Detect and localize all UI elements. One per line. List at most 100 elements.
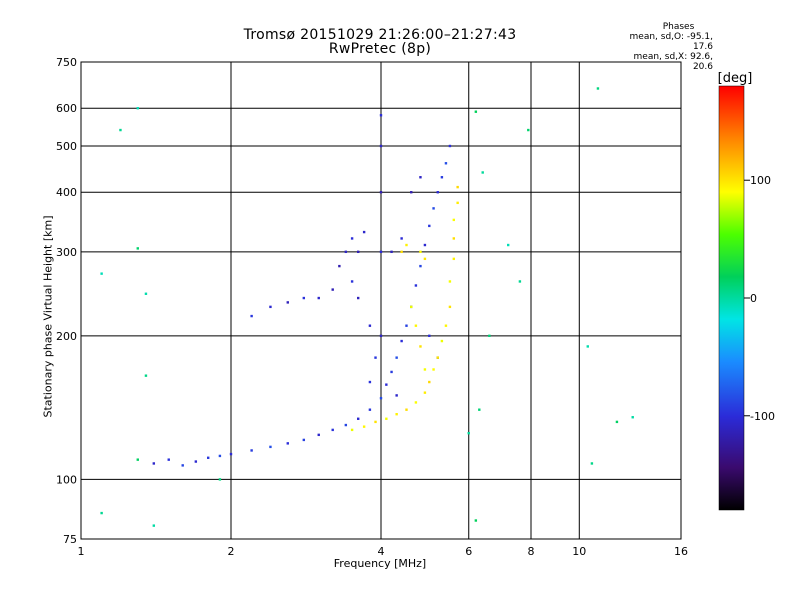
data-point bbox=[350, 280, 354, 283]
data-point bbox=[390, 370, 393, 374]
x-tick-label: 1 bbox=[78, 545, 85, 558]
data-point bbox=[405, 243, 408, 247]
data-point bbox=[452, 218, 456, 222]
data-point bbox=[414, 284, 418, 287]
data-point bbox=[206, 456, 210, 459]
data-point bbox=[590, 462, 594, 465]
data-point bbox=[452, 237, 456, 240]
data-point bbox=[481, 171, 484, 174]
data-point bbox=[362, 230, 366, 234]
data-point bbox=[379, 191, 383, 194]
data-point bbox=[350, 428, 354, 432]
data-point bbox=[385, 417, 388, 420]
y-tick-label: 400 bbox=[56, 186, 77, 199]
data-point bbox=[368, 408, 372, 411]
data-point bbox=[269, 445, 272, 449]
data-point bbox=[395, 394, 398, 397]
chart-title: Tromsø 20151029 21:26:00–21:27:43 bbox=[243, 27, 517, 43]
data-point bbox=[379, 334, 383, 338]
colorbar-tick-label: -100 bbox=[750, 410, 775, 423]
data-point bbox=[368, 380, 372, 384]
data-point bbox=[152, 462, 156, 465]
phases-header: Phases bbox=[662, 22, 695, 32]
data-point bbox=[331, 288, 334, 291]
scatter-points bbox=[100, 87, 634, 527]
y-tick-label: 750 bbox=[56, 56, 77, 69]
colorbar bbox=[718, 85, 745, 511]
data-point bbox=[250, 314, 253, 318]
colorbar-tick-label: 100 bbox=[750, 174, 771, 187]
plot-frame bbox=[80, 61, 682, 540]
data-point bbox=[344, 250, 348, 254]
data-point bbox=[269, 305, 272, 309]
data-point bbox=[440, 339, 444, 343]
data-point bbox=[414, 324, 418, 327]
data-point bbox=[250, 449, 253, 452]
data-point bbox=[586, 345, 589, 348]
data-point bbox=[374, 356, 377, 359]
data-point bbox=[400, 237, 403, 240]
data-point bbox=[506, 243, 510, 247]
stats-o-mode: mean, sd,O: -95.1, 17.6 bbox=[629, 32, 713, 52]
data-point bbox=[356, 296, 360, 300]
data-point bbox=[405, 408, 408, 411]
data-point bbox=[379, 114, 383, 117]
data-point bbox=[144, 292, 148, 295]
data-point bbox=[395, 412, 398, 416]
data-point bbox=[302, 438, 306, 442]
x-tick-label: 2 bbox=[228, 545, 235, 558]
data-point bbox=[436, 356, 439, 359]
y-tick-label: 200 bbox=[56, 330, 77, 343]
data-point bbox=[379, 250, 383, 254]
data-point bbox=[440, 176, 444, 179]
data-point bbox=[374, 420, 377, 424]
data-point bbox=[428, 380, 431, 384]
data-point bbox=[344, 423, 348, 427]
data-point bbox=[100, 511, 103, 515]
data-point bbox=[136, 458, 139, 461]
data-point bbox=[338, 264, 341, 268]
colorbar-title: [deg] bbox=[718, 71, 753, 86]
x-tick-label: 10 bbox=[572, 545, 586, 558]
data-point bbox=[167, 458, 170, 461]
data-point bbox=[419, 250, 422, 254]
data-point bbox=[474, 110, 478, 113]
data-point bbox=[356, 417, 360, 420]
grid-lines bbox=[81, 62, 681, 539]
data-point bbox=[448, 280, 452, 283]
data-point bbox=[419, 345, 422, 348]
data-point bbox=[379, 144, 383, 148]
data-point bbox=[218, 478, 222, 481]
x-tick-label: 6 bbox=[465, 545, 472, 558]
data-point bbox=[467, 431, 470, 435]
y-axis-ticks: 75 100 200 300 400 500 600 750 bbox=[56, 56, 77, 546]
data-point bbox=[444, 324, 448, 327]
data-point bbox=[423, 368, 427, 371]
data-point bbox=[152, 524, 156, 527]
data-point bbox=[317, 296, 320, 300]
x-tick-label: 4 bbox=[378, 545, 385, 558]
data-point bbox=[432, 207, 435, 210]
y-tick-label: 100 bbox=[56, 473, 77, 486]
data-point bbox=[136, 247, 139, 250]
data-point bbox=[456, 185, 459, 189]
data-point bbox=[390, 250, 393, 254]
data-point bbox=[423, 257, 427, 261]
x-tick-label: 16 bbox=[674, 545, 688, 558]
data-point bbox=[474, 519, 478, 522]
data-point bbox=[379, 396, 383, 400]
data-point bbox=[419, 176, 422, 179]
data-point bbox=[410, 305, 413, 309]
data-point bbox=[400, 250, 403, 254]
colorbar-ticks: 100 0 -100 bbox=[744, 174, 775, 423]
data-point bbox=[428, 334, 431, 338]
data-point bbox=[478, 408, 481, 411]
x-axis-ticks: 1 2 4 6 8 10 16 bbox=[78, 545, 689, 558]
data-point bbox=[615, 420, 619, 424]
data-point bbox=[444, 162, 448, 165]
data-point bbox=[436, 191, 439, 194]
data-point bbox=[596, 87, 600, 90]
data-point bbox=[527, 128, 530, 132]
data-point bbox=[368, 324, 372, 327]
